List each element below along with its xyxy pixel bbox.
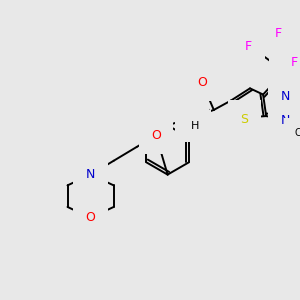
Text: H: H	[191, 121, 200, 131]
Text: N: N	[188, 111, 197, 124]
Text: F: F	[275, 27, 282, 40]
Text: F: F	[290, 56, 298, 69]
Text: N: N	[281, 114, 290, 127]
Text: N: N	[86, 168, 95, 181]
Text: F: F	[245, 40, 252, 52]
Text: S: S	[241, 113, 249, 126]
Text: O: O	[86, 211, 95, 224]
Text: O: O	[151, 129, 161, 142]
Text: CH₃: CH₃	[294, 128, 300, 138]
Text: N: N	[281, 90, 290, 103]
Text: O: O	[197, 76, 207, 89]
